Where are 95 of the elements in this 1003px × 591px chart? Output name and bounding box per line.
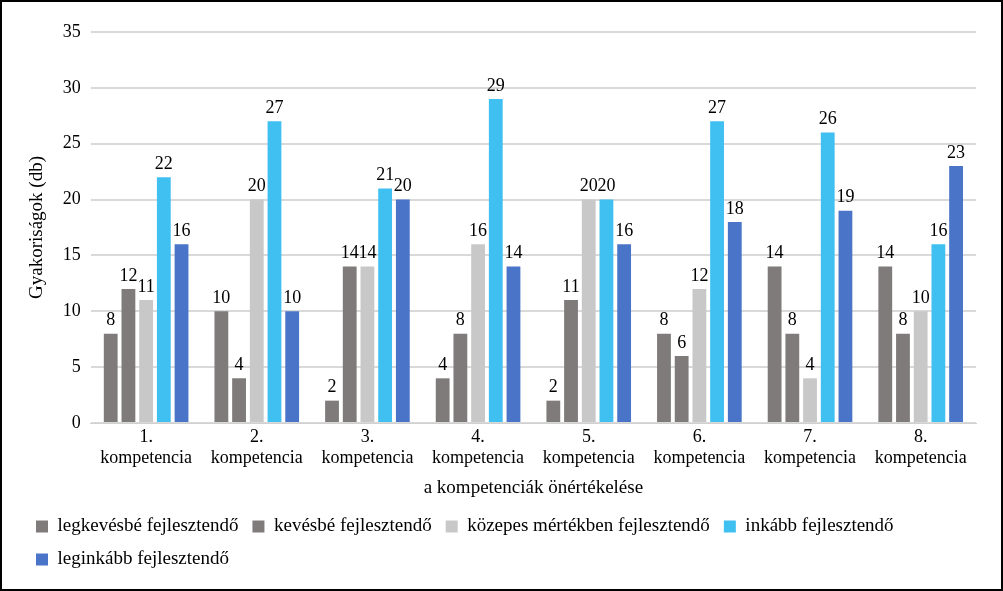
data-label: 8	[898, 309, 908, 330]
x-tick-label: 5. kompetencia	[542, 425, 635, 468]
data-label: 11	[137, 275, 155, 296]
y-tick-label: 10	[62, 300, 81, 321]
data-label: 27	[265, 97, 284, 118]
x-tick-label: 1. kompetencia	[100, 425, 193, 468]
data-label: 20	[247, 175, 266, 196]
legend-label: közepes mértékben fejlesztendő	[467, 514, 710, 536]
y-tick-label: 5	[71, 355, 81, 376]
data-label: 8	[787, 309, 797, 330]
x-tick-label: 7. kompetencia	[764, 425, 857, 468]
bar	[546, 400, 561, 422]
data-label: 8	[659, 309, 669, 330]
data-label: 20	[597, 175, 616, 196]
x-tick-label: 2. kompetencia	[210, 425, 303, 468]
legend-label: kevésbé fejlesztendő	[273, 514, 432, 536]
y-tick-label: 35	[62, 20, 81, 41]
data-label: 20	[579, 175, 598, 196]
data-label: 2	[548, 376, 558, 397]
bar	[285, 311, 300, 422]
bar	[453, 333, 468, 422]
legend-label: leginkább fejlesztendő	[57, 547, 229, 569]
bar	[949, 166, 963, 422]
data-label: 26	[818, 108, 837, 129]
bar	[820, 132, 835, 422]
data-label: 29	[486, 74, 505, 95]
bar	[378, 188, 393, 422]
y-tick-label: 30	[62, 76, 81, 97]
bar	[599, 199, 614, 422]
data-label: 16	[615, 219, 634, 240]
data-label: 14	[358, 242, 377, 263]
bar	[710, 121, 724, 422]
bar	[674, 355, 689, 422]
data-label: 16	[469, 219, 488, 240]
data-label: 16	[172, 219, 191, 240]
y-axis-title: Gyakoriságok (db)	[25, 156, 48, 299]
data-label: 14	[765, 242, 784, 263]
legend-label: inkább fejlesztendő	[745, 514, 894, 536]
data-label: 12	[690, 264, 709, 285]
x-tick-label: 8. kompetencia	[874, 425, 967, 468]
bar	[727, 221, 742, 422]
data-label: 10	[283, 287, 302, 308]
legend-label: legkevésbé fejlesztendő	[57, 514, 239, 536]
bar	[564, 300, 578, 422]
data-label: 10	[911, 287, 930, 308]
data-label: 23	[947, 141, 966, 162]
data-label: 18	[725, 197, 744, 218]
x-tick-label: 3. kompetencia	[321, 425, 414, 468]
data-label: 6	[677, 331, 687, 352]
bar	[214, 311, 229, 422]
bar	[838, 210, 853, 422]
bar	[232, 378, 246, 422]
bar	[931, 244, 946, 422]
data-label: 21	[376, 164, 395, 185]
data-label: 14	[876, 242, 895, 263]
data-label: 14	[340, 242, 359, 263]
bar	[785, 333, 800, 422]
y-tick-label: 15	[62, 244, 81, 265]
bar	[395, 199, 410, 422]
data-label: 14	[504, 242, 523, 263]
y-tick-label: 25	[62, 132, 81, 153]
bar	[896, 333, 910, 422]
data-label: 12	[119, 264, 138, 285]
bar	[267, 121, 282, 422]
data-label: 22	[154, 152, 173, 173]
data-label: 16	[929, 219, 948, 240]
data-label: 8	[106, 309, 116, 330]
data-label: 4	[438, 354, 448, 375]
bar	[878, 266, 893, 422]
bar	[325, 400, 339, 422]
bar	[103, 333, 118, 422]
data-label: 4	[234, 354, 244, 375]
y-tick-label: 20	[62, 188, 81, 209]
data-label: 2	[327, 376, 337, 397]
data-label: 8	[455, 309, 465, 330]
data-label: 4	[805, 354, 815, 375]
data-label: 11	[562, 275, 580, 296]
x-tick-label: 6. kompetencia	[653, 425, 746, 468]
bar	[174, 244, 189, 422]
bar	[767, 266, 782, 422]
bar	[506, 266, 521, 422]
bar	[617, 244, 632, 422]
bar	[121, 288, 136, 422]
x-tick-label: 4. kompetencia	[432, 425, 525, 468]
bar	[488, 99, 503, 422]
x-axis-title: a kompetenciák önértékelése	[423, 475, 644, 497]
bar	[657, 333, 671, 422]
bar	[435, 378, 450, 422]
data-label: 27	[708, 97, 727, 118]
data-label: 20	[393, 175, 412, 196]
data-label: 19	[836, 186, 855, 207]
bar	[342, 266, 357, 422]
data-label: 10	[212, 287, 231, 308]
y-tick-label: 0	[71, 411, 81, 432]
bar	[156, 177, 171, 422]
